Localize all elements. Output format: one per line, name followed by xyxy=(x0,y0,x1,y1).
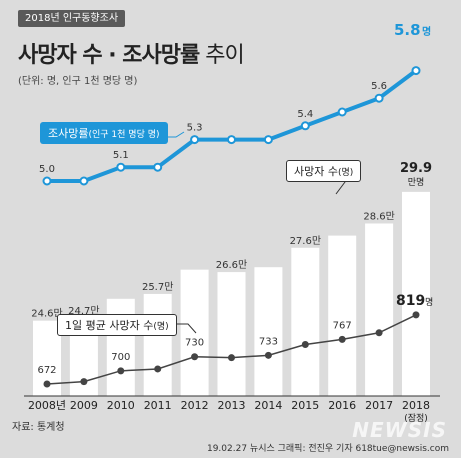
daily-point-9 xyxy=(375,329,383,337)
legend-daily-label: 1일 평균 사망자 수 xyxy=(65,319,154,332)
x-tick-1: 2009 xyxy=(70,399,98,412)
legend-rate: 조사망률(인구 1천 명당 명) xyxy=(40,122,168,144)
x-tick-note: (잠정) xyxy=(404,413,428,424)
source-note: 자료: 통계청 xyxy=(12,422,65,433)
rate-point-6 xyxy=(263,135,273,145)
daily-point-0 xyxy=(43,380,51,388)
daily-point-8 xyxy=(338,335,346,343)
legend-deaths-unit: (명) xyxy=(337,168,354,178)
rate-label-2: 5.1 xyxy=(113,150,129,161)
daily-label-2: 700 xyxy=(111,352,130,363)
rate-label-last-unit: 명 xyxy=(422,25,431,38)
bar-label-5: 26.6만 xyxy=(216,259,247,271)
survey-badge: 2018년 인구동향조사 xyxy=(18,10,126,27)
bar-label-0: 24.6만 xyxy=(31,308,62,320)
rate-label-last: 5.8 xyxy=(394,21,421,39)
page-title: 사망자 수 · 조사망률 추이 xyxy=(18,37,245,69)
daily-point-1 xyxy=(80,378,88,386)
rate-label-7: 5.4 xyxy=(297,109,313,120)
bar-4 xyxy=(180,269,209,396)
bar-5 xyxy=(217,272,246,396)
daily-label-4: 730 xyxy=(185,338,204,349)
legend-daily-leader xyxy=(172,323,197,334)
x-tick-4: 2012 xyxy=(181,399,209,412)
x-tick-2: 2010 xyxy=(107,399,135,412)
bar-6 xyxy=(254,267,283,396)
bar-label-last-unit: 만명 xyxy=(408,177,425,188)
rate-label-0: 5.0 xyxy=(39,164,55,175)
bar-7 xyxy=(291,247,320,396)
bar-label-3: 25.7만 xyxy=(142,281,173,293)
daily-label-0: 672 xyxy=(37,365,56,376)
daily-point-7 xyxy=(301,341,309,349)
x-tick-3: 2011 xyxy=(144,399,172,412)
bar-10 xyxy=(402,191,430,396)
rate-point-3 xyxy=(153,162,163,172)
rate-point-2 xyxy=(116,162,126,172)
legend-daily-unit: (명) xyxy=(153,322,169,332)
rate-label-9: 5.6 xyxy=(371,81,387,92)
rate-point-5 xyxy=(227,135,236,145)
daily-label-last: 819 xyxy=(396,293,425,309)
daily-label-last-unit: 명 xyxy=(425,297,433,308)
unit-note: (단위: 명, 인구 1천 명당 명) xyxy=(18,76,138,87)
rate-point-4 xyxy=(190,135,200,145)
bar-3 xyxy=(143,293,172,396)
bar-label-last: 29.9 xyxy=(400,161,432,176)
legend-rate-unit: (인구 1천 명당 명) xyxy=(88,130,160,140)
x-tick-10: 2018 xyxy=(402,399,430,412)
rate-point-9 xyxy=(374,93,384,103)
rate-point-1 xyxy=(79,176,89,186)
x-tick-5: 2013 xyxy=(218,399,246,412)
daily-point-6 xyxy=(264,351,272,359)
title-main: 사망자 수 · 조사망률 xyxy=(18,43,200,68)
newsis-watermark: NEWSIS xyxy=(352,418,447,442)
bar-label-7: 27.6만 xyxy=(290,235,321,247)
rate-point-8 xyxy=(337,107,347,117)
title-suffix: 추이 xyxy=(199,43,245,68)
credit-footer: 19.02.27 뉴시스 그래픽: 전진우 기자 618tue@newsis.c… xyxy=(206,444,449,454)
bar-8 xyxy=(328,235,357,396)
bar-label-9: 28.6만 xyxy=(363,210,394,222)
x-tick-8: 2016 xyxy=(328,399,356,412)
bar-9 xyxy=(365,223,394,396)
daily-point-10 xyxy=(412,311,420,319)
daily-point-4 xyxy=(191,353,199,361)
rate-point-0 xyxy=(42,176,52,186)
x-tick-7: 2015 xyxy=(291,399,319,412)
legend-deaths-label: 사망자 수 xyxy=(294,165,338,178)
daily-label-6: 733 xyxy=(259,336,278,347)
daily-point-2 xyxy=(117,367,125,375)
rate-point-7 xyxy=(300,121,310,131)
daily-point-5 xyxy=(228,354,235,362)
rate-label-4: 5.3 xyxy=(187,123,203,134)
x-tick-6: 2014 xyxy=(254,399,282,412)
legend-daily: 1일 평균 사망자 수(명) xyxy=(57,314,177,336)
x-tick-9: 2017 xyxy=(365,399,393,412)
legend-deaths: 사망자 수(명) xyxy=(286,160,362,182)
x-tick-0: 2008년 xyxy=(28,399,66,412)
daily-point-3 xyxy=(154,365,162,373)
legend-rate-label: 조사망률 xyxy=(48,127,89,140)
daily-label-8: 767 xyxy=(333,320,352,331)
rate-point-10 xyxy=(411,66,421,76)
